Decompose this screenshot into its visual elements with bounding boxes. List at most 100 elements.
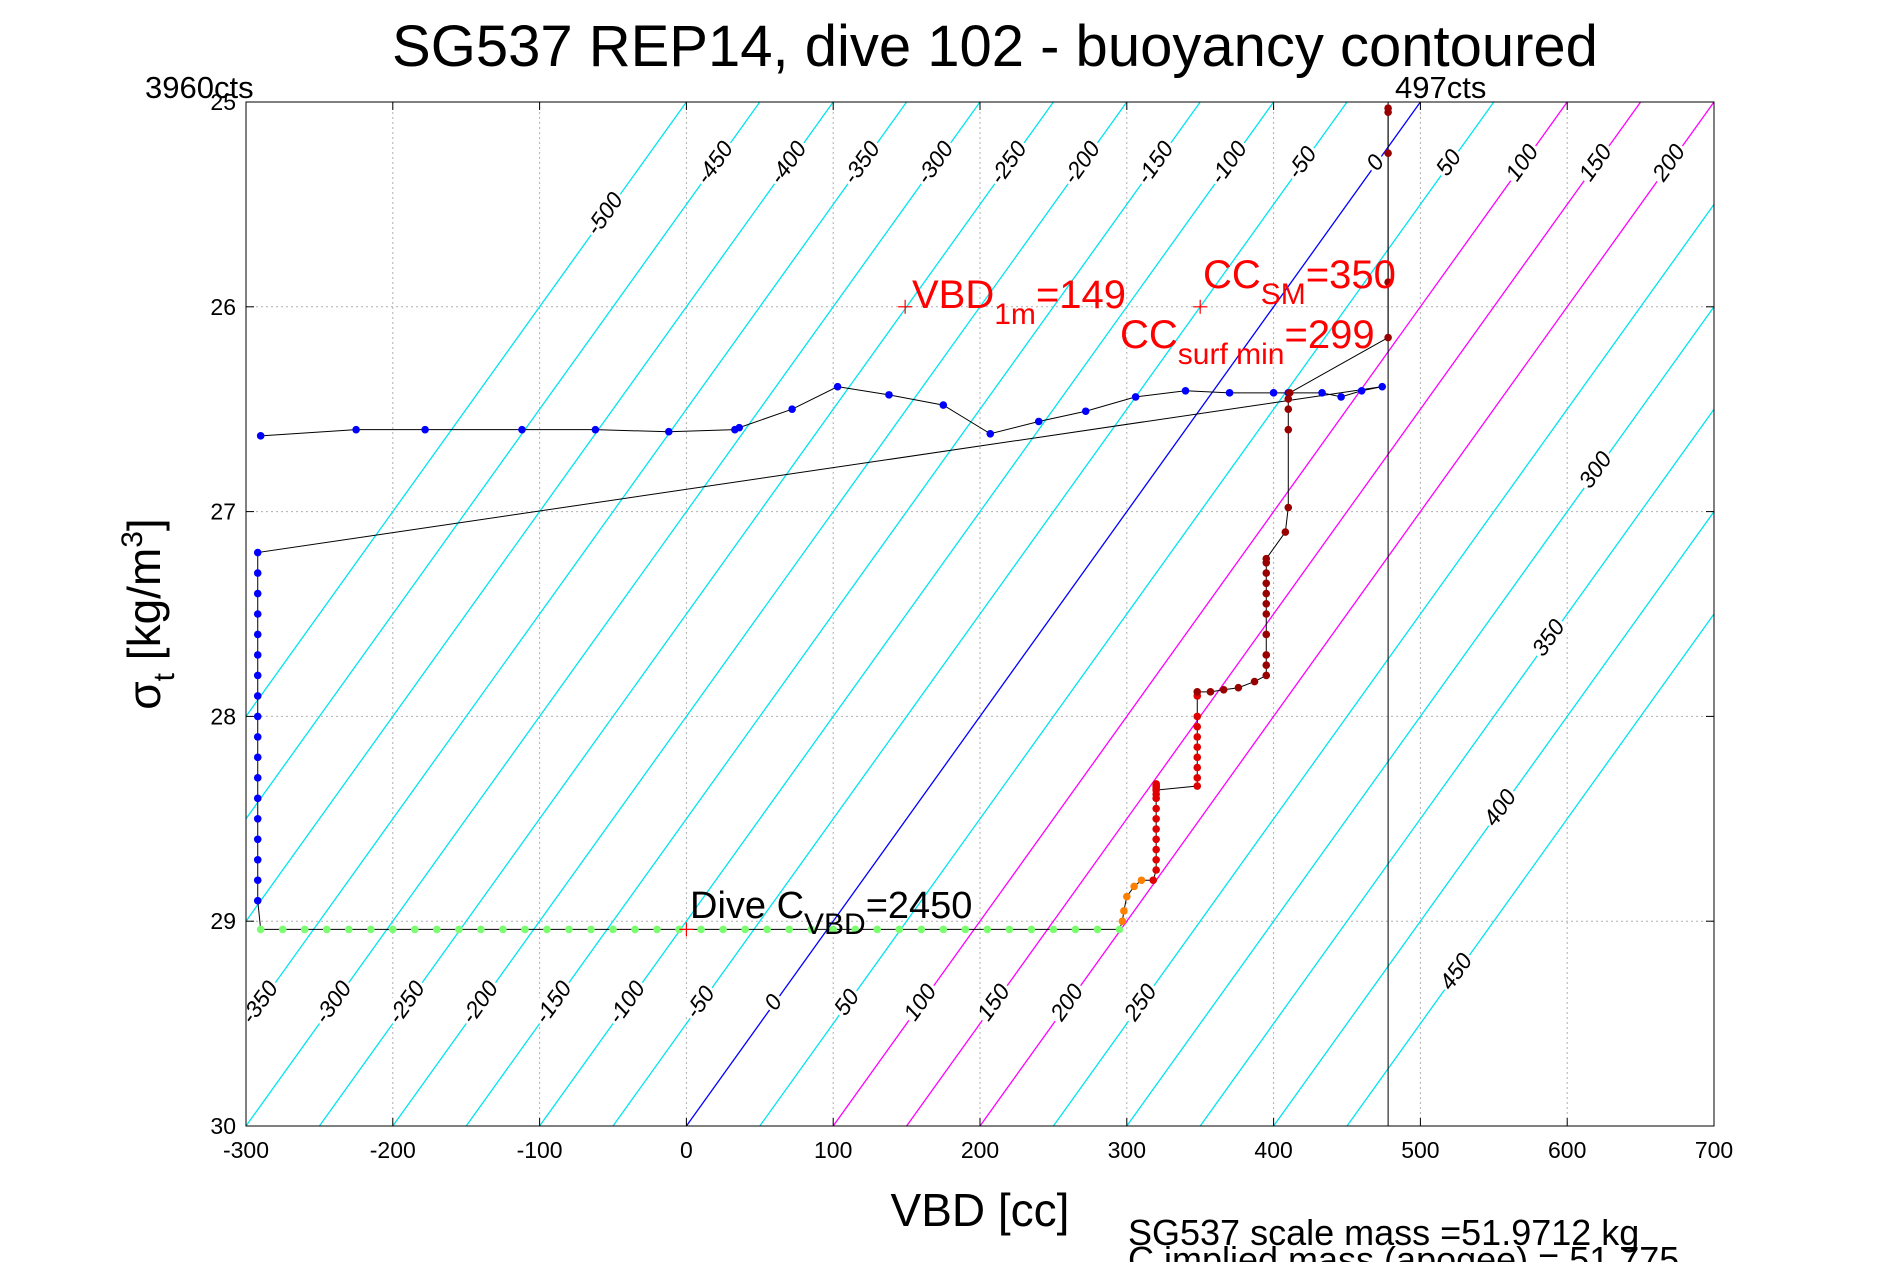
data-point: [1193, 688, 1202, 696]
data-point: [719, 925, 727, 934]
data-point: [1384, 104, 1392, 112]
x-tick-label: -300: [223, 1137, 269, 1163]
contour-label-bg: [1572, 137, 1619, 188]
contour-label-bg: [380, 973, 432, 1030]
data-point: [763, 925, 771, 934]
contour-label-bg: [1202, 134, 1254, 191]
y-axis-ticks: 25 26 27 28 29 30: [210, 89, 1714, 1139]
data-point: [895, 925, 904, 934]
data-point: [1284, 503, 1293, 512]
annotation-ccsurf-value: =299: [1284, 313, 1374, 357]
data-point: [253, 692, 262, 700]
data-point: [1152, 866, 1160, 874]
data-point: [735, 423, 744, 432]
contour-line: [832, 102, 1568, 1126]
data-point: [1131, 393, 1140, 401]
contour-label-bg: [982, 134, 1034, 191]
data-point: [322, 925, 331, 934]
data-point: [455, 925, 463, 934]
data-point: [1193, 733, 1202, 741]
data-point: [253, 835, 262, 844]
data-point: [499, 925, 507, 934]
annotation-ccsurf-main: CC: [1120, 313, 1178, 357]
contour-label-bg: [1498, 137, 1545, 188]
contour-line: [1199, 408, 1714, 1126]
data-point: [1137, 876, 1146, 885]
contour-line: [1126, 305, 1714, 1126]
data-point: [939, 925, 948, 934]
data-point: [1384, 333, 1392, 342]
data-point: [253, 712, 262, 721]
x-tick-label: 500: [1401, 1137, 1439, 1163]
data-point: [521, 925, 529, 934]
annotation-ccsm: CCSM=350: [1203, 253, 1396, 311]
annotation-divec-value: =2450: [866, 885, 973, 927]
x-tick-label: 0: [680, 1137, 693, 1163]
contour-label-bg: [1043, 977, 1090, 1028]
contour-label: 200: [1646, 139, 1690, 186]
footer-line-2: C implied mass (apogee) = 51.775: [1128, 1239, 1679, 1262]
contour-label-bg: [527, 973, 578, 1030]
footer-line-1: SG537 scale mass =51.9712 kg: [1128, 1212, 1639, 1253]
contour-label-bg: [757, 987, 789, 1017]
contour-label-bg: [600, 973, 652, 1030]
data-point: [587, 925, 595, 934]
data-point: [1234, 683, 1243, 692]
contour-line: [906, 102, 1642, 1126]
contour-label: 200: [1044, 979, 1088, 1026]
annotation-vbd1m: VBD1m=149: [912, 273, 1126, 331]
data-point: [1027, 925, 1036, 934]
data-point: [352, 425, 360, 434]
data-point: [675, 925, 683, 934]
annotation-vbd1m-main: VBD: [912, 273, 994, 317]
contour-label-bg: [689, 134, 740, 191]
data-point: [253, 753, 262, 762]
y-axis-label-rest: [kg/m: [118, 548, 170, 673]
contour-line: [612, 102, 1348, 1126]
data-point: [1262, 589, 1271, 598]
data-point: [253, 815, 262, 823]
data-point: [1181, 386, 1190, 395]
y-axis-label-main: σ: [118, 681, 170, 709]
contour-label-bg: [762, 134, 813, 191]
y-tick-label: 25: [210, 89, 236, 115]
data-point: [256, 432, 265, 440]
data-point: [253, 651, 262, 659]
data-point: [1269, 389, 1278, 397]
contour-label-bg: [678, 979, 722, 1025]
contour-label: 150: [1573, 139, 1617, 186]
data-point: [253, 610, 262, 618]
contour-label-bg: [1644, 137, 1692, 188]
data-point: [1193, 782, 1202, 790]
annotation-vbd1m-sub: 1m: [994, 298, 1036, 331]
contour-label-bg: [1572, 444, 1619, 495]
contour-label-bg: [1429, 142, 1468, 182]
data-point: [1193, 753, 1202, 762]
data-point: [833, 382, 842, 391]
data-point: [253, 589, 262, 598]
contour-label-bg: [1359, 147, 1391, 177]
contour-label-bg: [896, 977, 943, 1027]
data-point: [1093, 925, 1102, 934]
data-point: [389, 925, 397, 934]
data-point: [788, 405, 796, 414]
data-point: [366, 925, 375, 934]
data-point: [1115, 925, 1124, 934]
data-point: [807, 925, 815, 934]
data-point: [1152, 855, 1160, 864]
data-point: [1281, 528, 1290, 536]
data-point: [1262, 554, 1271, 563]
data-point: [1318, 389, 1326, 397]
y-axis-label-close: ]: [118, 518, 170, 531]
y-tick-label: 29: [210, 908, 236, 934]
data-point: [653, 925, 661, 934]
contour-line: [246, 102, 761, 820]
contour-label: 100: [1500, 139, 1544, 186]
data-point: [433, 925, 441, 934]
x-tick-label: -200: [370, 1137, 416, 1163]
y-axis-label: σt [kg/m3]: [116, 518, 181, 709]
contour-line: [465, 102, 1201, 1126]
contour-label: 100: [898, 979, 942, 1026]
contour-label: -50: [679, 981, 720, 1023]
